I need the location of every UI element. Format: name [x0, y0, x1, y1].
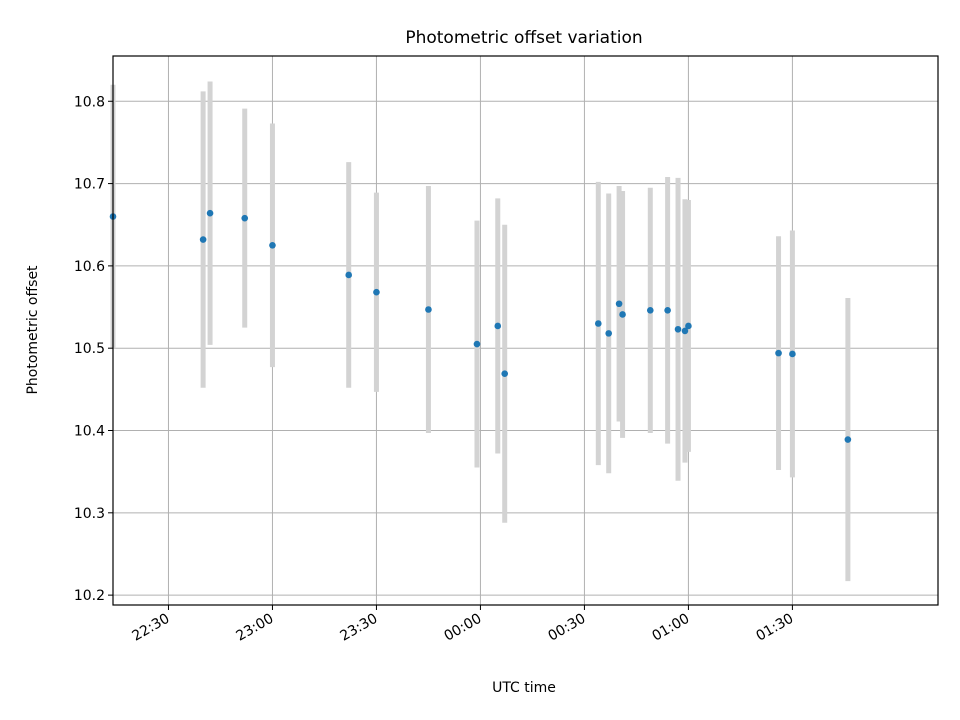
data-point: [619, 311, 626, 318]
y-tick-label: 10.5: [74, 341, 105, 357]
data-point: [605, 330, 612, 337]
y-tick-label: 10.3: [74, 506, 105, 522]
data-point: [501, 370, 509, 378]
data-point: [206, 209, 214, 217]
data-point: [685, 322, 692, 330]
plot-frame: [112, 55, 939, 606]
data-point: [425, 306, 432, 313]
y-tick-label: 10.8: [74, 94, 105, 110]
data-point: [664, 307, 671, 314]
y-axis-label: Photometric offset: [25, 265, 41, 395]
data-point: [373, 288, 380, 296]
data-point: [789, 350, 796, 358]
y-tick-label: 10.4: [74, 424, 105, 440]
data-point: [473, 340, 481, 348]
y-tick-label: 10.2: [74, 588, 105, 604]
data-point: [199, 236, 207, 243]
y-tick-label: 10.6: [74, 259, 105, 275]
data-point: [674, 325, 682, 333]
data-point: [594, 320, 602, 327]
data-points: [109, 209, 852, 443]
y-tick-label: 10.7: [74, 177, 105, 193]
plot-area: [113, 56, 938, 605]
data-point: [646, 307, 654, 314]
y-axis-ticks: 10.2 10.3 10.4 10.5 10.6 10.7 10.8: [74, 94, 113, 604]
data-point: [681, 327, 689, 335]
data-point: [269, 242, 276, 249]
data-point: [615, 300, 623, 308]
chart-title: Photometric offset variation: [405, 28, 642, 48]
data-point: [241, 214, 249, 222]
x-axis-label: UTC time: [492, 680, 556, 696]
data-point: [844, 436, 852, 443]
data-point: [775, 349, 782, 357]
data-point: [494, 322, 502, 330]
data-point: [345, 271, 353, 279]
